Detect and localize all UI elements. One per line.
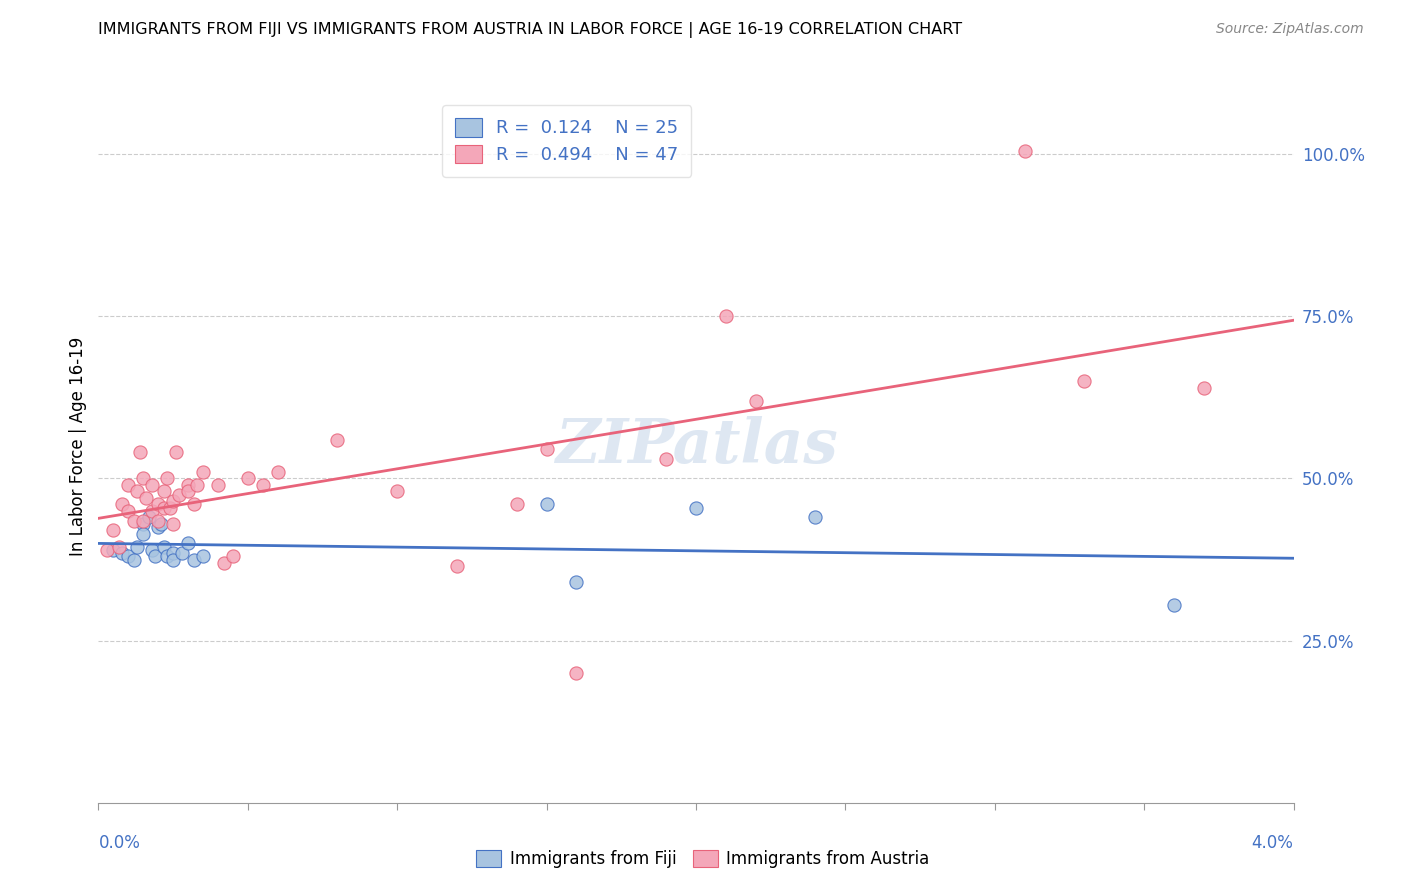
Point: [135, 491, 157, 505]
Point: [108, 540, 131, 554]
Point: [124, 552, 146, 566]
Point: [446, 559, 468, 574]
Point: [153, 484, 176, 499]
Point: [167, 488, 190, 502]
Point: [183, 552, 205, 566]
Point: [177, 478, 200, 492]
Text: ZIPatlas: ZIPatlas: [554, 416, 838, 476]
Point: [111, 546, 134, 560]
Point: [138, 510, 160, 524]
Point: [565, 575, 588, 590]
Point: [1073, 374, 1095, 388]
Point: [150, 516, 173, 531]
Point: [162, 516, 184, 531]
Point: [714, 310, 737, 324]
Point: [207, 478, 229, 492]
Point: [186, 478, 208, 492]
Point: [103, 524, 125, 538]
Point: [156, 549, 179, 564]
Point: [506, 497, 529, 511]
Point: [177, 484, 200, 499]
Point: [129, 445, 152, 459]
Point: [177, 536, 200, 550]
Point: [132, 516, 155, 531]
Point: [191, 465, 214, 479]
Point: [162, 552, 184, 566]
Point: [385, 484, 409, 499]
Text: 0.0%: 0.0%: [98, 834, 141, 852]
Point: [536, 442, 558, 457]
Point: [141, 542, 163, 557]
Point: [156, 471, 179, 485]
Point: [141, 478, 163, 492]
Point: [252, 478, 274, 492]
Y-axis label: In Labor Force | Age 16-19: In Labor Force | Age 16-19: [69, 336, 87, 556]
Point: [536, 497, 558, 511]
Point: [222, 549, 245, 564]
Point: [267, 465, 290, 479]
Point: [1163, 598, 1185, 612]
Point: [124, 514, 146, 528]
Legend: R =  0.124    N = 25, R =  0.494    N = 47: R = 0.124 N = 25, R = 0.494 N = 47: [441, 105, 692, 177]
Point: [153, 500, 176, 515]
Point: [172, 546, 194, 560]
Point: [1192, 381, 1215, 395]
Point: [745, 393, 768, 408]
Point: [236, 471, 259, 485]
Point: [804, 510, 827, 524]
Point: [153, 540, 176, 554]
Point: [117, 549, 139, 564]
Point: [655, 452, 678, 467]
Point: [117, 478, 139, 492]
Point: [117, 504, 139, 518]
Legend: Immigrants from Fiji, Immigrants from Austria: Immigrants from Fiji, Immigrants from Au…: [470, 843, 936, 875]
Point: [127, 484, 149, 499]
Point: [685, 500, 707, 515]
Point: [165, 445, 187, 459]
Point: [132, 471, 155, 485]
Point: [565, 666, 588, 681]
Point: [111, 497, 134, 511]
Point: [159, 500, 181, 515]
Point: [183, 497, 205, 511]
Point: [148, 520, 170, 534]
Text: 4.0%: 4.0%: [1251, 834, 1294, 852]
Point: [127, 540, 149, 554]
Point: [148, 497, 170, 511]
Text: IMMIGRANTS FROM FIJI VS IMMIGRANTS FROM AUSTRIA IN LABOR FORCE | AGE 16-19 CORRE: IMMIGRANTS FROM FIJI VS IMMIGRANTS FROM …: [98, 22, 963, 38]
Point: [141, 504, 163, 518]
Point: [148, 514, 170, 528]
Point: [1014, 144, 1036, 158]
Point: [212, 556, 235, 570]
Point: [162, 494, 184, 508]
Point: [132, 514, 155, 528]
Point: [96, 542, 118, 557]
Point: [103, 542, 125, 557]
Point: [143, 549, 166, 564]
Point: [162, 546, 184, 560]
Text: Source: ZipAtlas.com: Source: ZipAtlas.com: [1216, 22, 1364, 37]
Point: [191, 549, 214, 564]
Point: [326, 433, 349, 447]
Point: [132, 526, 155, 541]
